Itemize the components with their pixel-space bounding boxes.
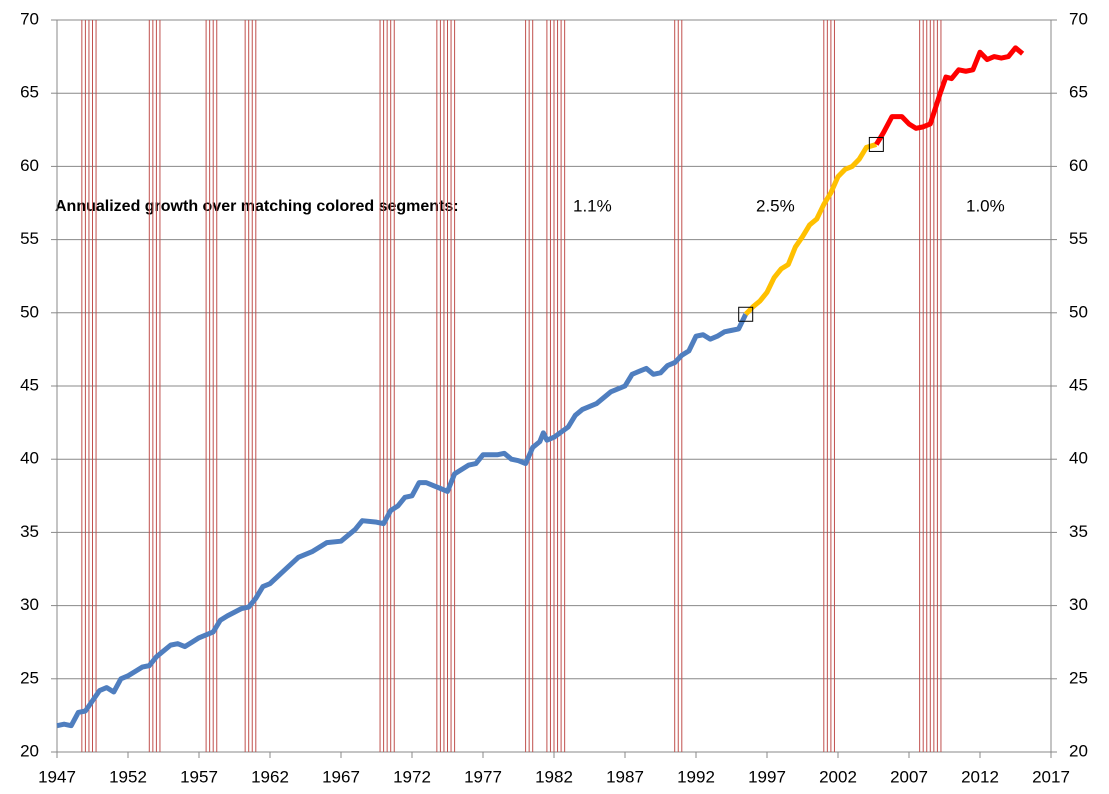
x-tick-label: 1982 xyxy=(535,767,573,786)
y-tick-label: 35 xyxy=(20,522,39,541)
series-line xyxy=(56,313,748,729)
x-tick-label: 1952 xyxy=(109,767,147,786)
y-tick-label: 20 xyxy=(20,741,39,760)
y2-tick-label: 55 xyxy=(1069,229,1088,248)
x-tick-label: 1977 xyxy=(464,767,502,786)
y-tick-label: 50 xyxy=(20,302,39,321)
x-tick-label: 2012 xyxy=(961,767,999,786)
annotation: Annualized growth over matching colored … xyxy=(55,198,459,215)
x-tick-label: 1947 xyxy=(38,767,76,786)
x-tick-label: 2007 xyxy=(890,767,928,786)
y-tick-label: 30 xyxy=(20,595,39,614)
y-tick-label: 45 xyxy=(20,375,39,394)
y-tick-label: 60 xyxy=(20,156,39,175)
y-tick-label: 70 xyxy=(20,9,39,28)
growth-label: 2.5% xyxy=(756,196,795,215)
y2-tick-label: 30 xyxy=(1069,595,1088,614)
y2-tick-label: 25 xyxy=(1069,668,1088,687)
series-line xyxy=(743,142,878,317)
x-tick-label: 2002 xyxy=(819,767,857,786)
y2-tick-label: 70 xyxy=(1069,9,1088,28)
x-tick-label: 2017 xyxy=(1032,767,1070,786)
x-tick-label: 1967 xyxy=(322,767,360,786)
x-tick-label: 1962 xyxy=(251,767,289,786)
y-tick-label: 55 xyxy=(20,229,39,248)
growth-label: 1.1% xyxy=(573,196,612,215)
y2-tick-label: 65 xyxy=(1069,83,1088,102)
x-tick-label: 1957 xyxy=(180,767,218,786)
y-tick-label: 40 xyxy=(20,449,39,468)
growth-label: 1.0% xyxy=(966,196,1005,215)
segment-marker xyxy=(868,136,884,152)
y-tick-label: 25 xyxy=(20,668,39,687)
y2-tick-label: 35 xyxy=(1069,522,1088,541)
x-tick-label: 1972 xyxy=(393,767,431,786)
y2-tick-label: 40 xyxy=(1069,449,1088,468)
y-tick-label: 65 xyxy=(20,83,39,102)
y2-tick-label: 50 xyxy=(1069,302,1088,321)
x-tick-label: 1987 xyxy=(606,767,644,786)
series-line xyxy=(874,45,1025,146)
segment-marker xyxy=(738,306,754,322)
x-tick-label: 1992 xyxy=(677,767,715,786)
y2-tick-label: 20 xyxy=(1069,741,1088,760)
x-tick-label: 1997 xyxy=(748,767,786,786)
y2-tick-label: 45 xyxy=(1069,375,1088,394)
y2-tick-label: 60 xyxy=(1069,156,1088,175)
